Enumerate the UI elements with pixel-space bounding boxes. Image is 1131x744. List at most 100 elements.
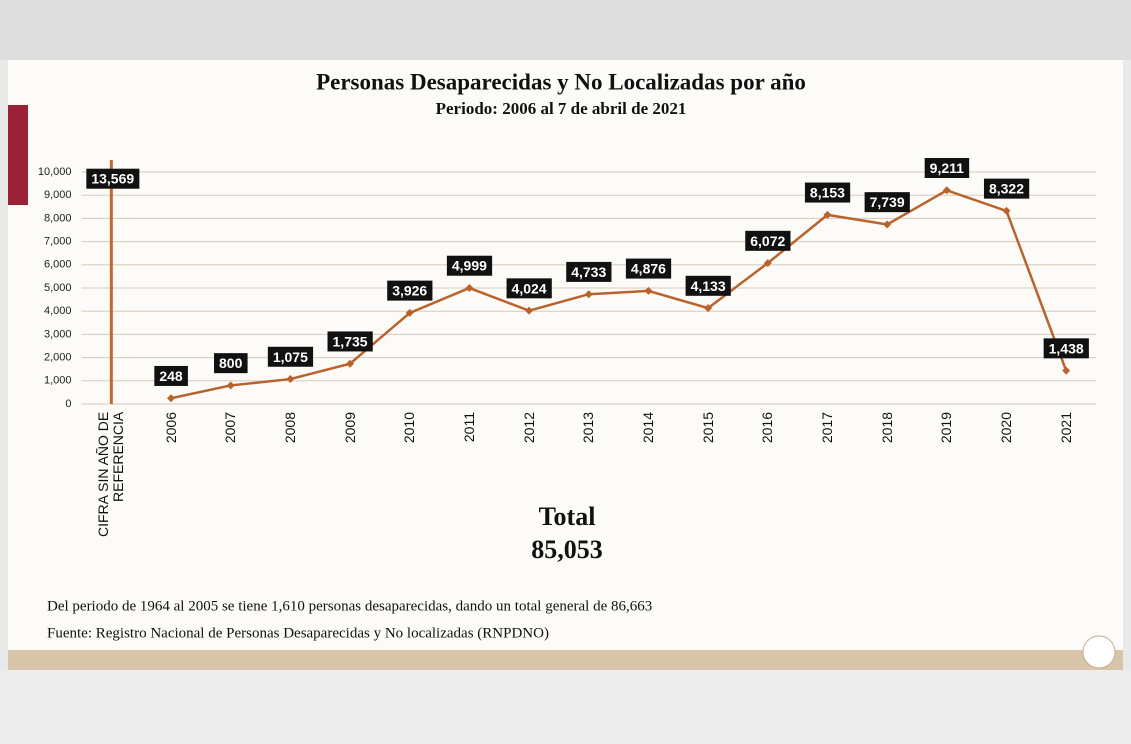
marker [226, 381, 235, 390]
x-tick-label: 2021 [1057, 412, 1074, 444]
y-tick-label: 7,000 [44, 236, 72, 248]
y-tick-label: 6,000 [44, 259, 72, 271]
x-tick-label: 2010 [401, 412, 418, 444]
data-label-box [804, 182, 851, 203]
y-tick-label: 1,000 [44, 375, 72, 387]
data-label: 8,153 [804, 182, 851, 203]
x-tick-label: 2006 [162, 412, 179, 444]
data-label-text: 6,072 [750, 233, 785, 249]
data-label: 800 [214, 353, 248, 374]
y-tick-label: 2,000 [44, 352, 72, 364]
marker [167, 394, 176, 403]
data-label-text: 7,739 [870, 194, 905, 210]
data-label-box [446, 255, 493, 276]
data-label-text: 4,733 [571, 264, 606, 280]
marker [1062, 366, 1071, 375]
data-label-text: 8,153 [810, 185, 845, 201]
data-label: 4,733 [566, 261, 612, 282]
data-label: 3,926 [387, 280, 433, 301]
data-label-box [1043, 338, 1089, 359]
data-label: 1,735 [327, 331, 373, 352]
data-label-box [214, 353, 248, 374]
y-tick-label: 5,000 [44, 282, 72, 294]
x-tick-label: 2008 [281, 412, 298, 444]
marker [346, 359, 355, 368]
data-label: 1,075 [267, 346, 314, 367]
y-tick-label: 9,000 [44, 189, 72, 201]
marker [286, 375, 295, 384]
chart-subtitle: Periodo: 2006 al 7 de abril de 2021 [436, 99, 687, 118]
x-tick-label: 2017 [818, 412, 835, 444]
total-value: 85,053 [531, 535, 603, 564]
marker [465, 284, 474, 293]
data-label: 1,438 [1043, 338, 1089, 359]
data-label: 4,133 [685, 275, 731, 296]
data-label: 13,569 [86, 168, 140, 189]
marker [763, 259, 772, 268]
data-label-text: 4,133 [691, 278, 726, 294]
data-label: 4,999 [446, 255, 493, 276]
marker [1002, 206, 1011, 215]
y-tick-label: 4,000 [44, 305, 72, 317]
data-label-text: 13,569 [91, 171, 134, 187]
data-label-text: 248 [159, 368, 183, 384]
bar [109, 160, 113, 404]
data-label: 9,211 [924, 158, 970, 179]
data-label-box [267, 346, 314, 367]
data-label-box [566, 261, 612, 282]
side-accent [8, 105, 28, 205]
x-tick-label: 2013 [580, 412, 597, 444]
data-label-box [685, 275, 731, 296]
data-label: 4,024 [506, 278, 552, 299]
x-tick-label: 2020 [997, 412, 1014, 444]
x-tick-label: CIFRA SIN AÑO DE REFERENCIA [95, 412, 127, 538]
slide-bg [8, 60, 1123, 670]
data-label-box [154, 365, 188, 386]
x-tick-label: 2009 [341, 412, 358, 444]
x-tick-label: 2014 [639, 412, 656, 444]
marker [525, 306, 534, 315]
data-label-box [86, 168, 140, 189]
data-label-box [864, 192, 910, 213]
marker [704, 304, 713, 313]
y-tick-label: 8,000 [44, 212, 72, 224]
top-band [0, 0, 1131, 60]
marker [405, 308, 414, 317]
x-tick-label: 2015 [699, 412, 716, 444]
logo [1082, 635, 1116, 669]
marker [644, 286, 653, 295]
data-label-text: 800 [219, 355, 243, 371]
x-tick-label: 2007 [222, 412, 239, 444]
data-label-text: 1,735 [333, 333, 368, 349]
note: Del periodo de 1964 al 2005 se tiene 1,6… [47, 598, 652, 614]
data-label-box [387, 280, 433, 301]
x-tick-label: 2011 [460, 412, 477, 443]
marker [883, 220, 892, 229]
data-label-text: 4,999 [452, 258, 487, 274]
x-tick-label: 2016 [759, 412, 776, 444]
y-tick-label: 10,000 [38, 166, 72, 178]
line [170, 188, 1068, 400]
data-label: 8,322 [983, 178, 1030, 199]
data-label-text: 4,876 [631, 261, 666, 277]
data-label: 7,739 [864, 192, 910, 213]
data-label: 6,072 [745, 230, 791, 251]
marker [942, 186, 951, 195]
bottom-area [0, 670, 1131, 744]
y-tick-label: 0 [65, 398, 71, 410]
y-tick-label: 3,000 [44, 328, 72, 340]
data-label-text: 8,322 [989, 181, 1024, 197]
x-tick-label: 2018 [878, 412, 895, 444]
data-label-box [983, 178, 1030, 199]
data-label-box [745, 230, 791, 251]
data-label-box [625, 258, 672, 279]
data-label-text: 9,211 [930, 160, 964, 176]
total-label: Total [539, 502, 596, 531]
data-label: 248 [154, 365, 188, 386]
x-tick-label: 2019 [938, 412, 955, 444]
data-label-text: 3,926 [392, 283, 427, 299]
data-label-text: 4,024 [512, 280, 547, 296]
marker [584, 290, 593, 299]
